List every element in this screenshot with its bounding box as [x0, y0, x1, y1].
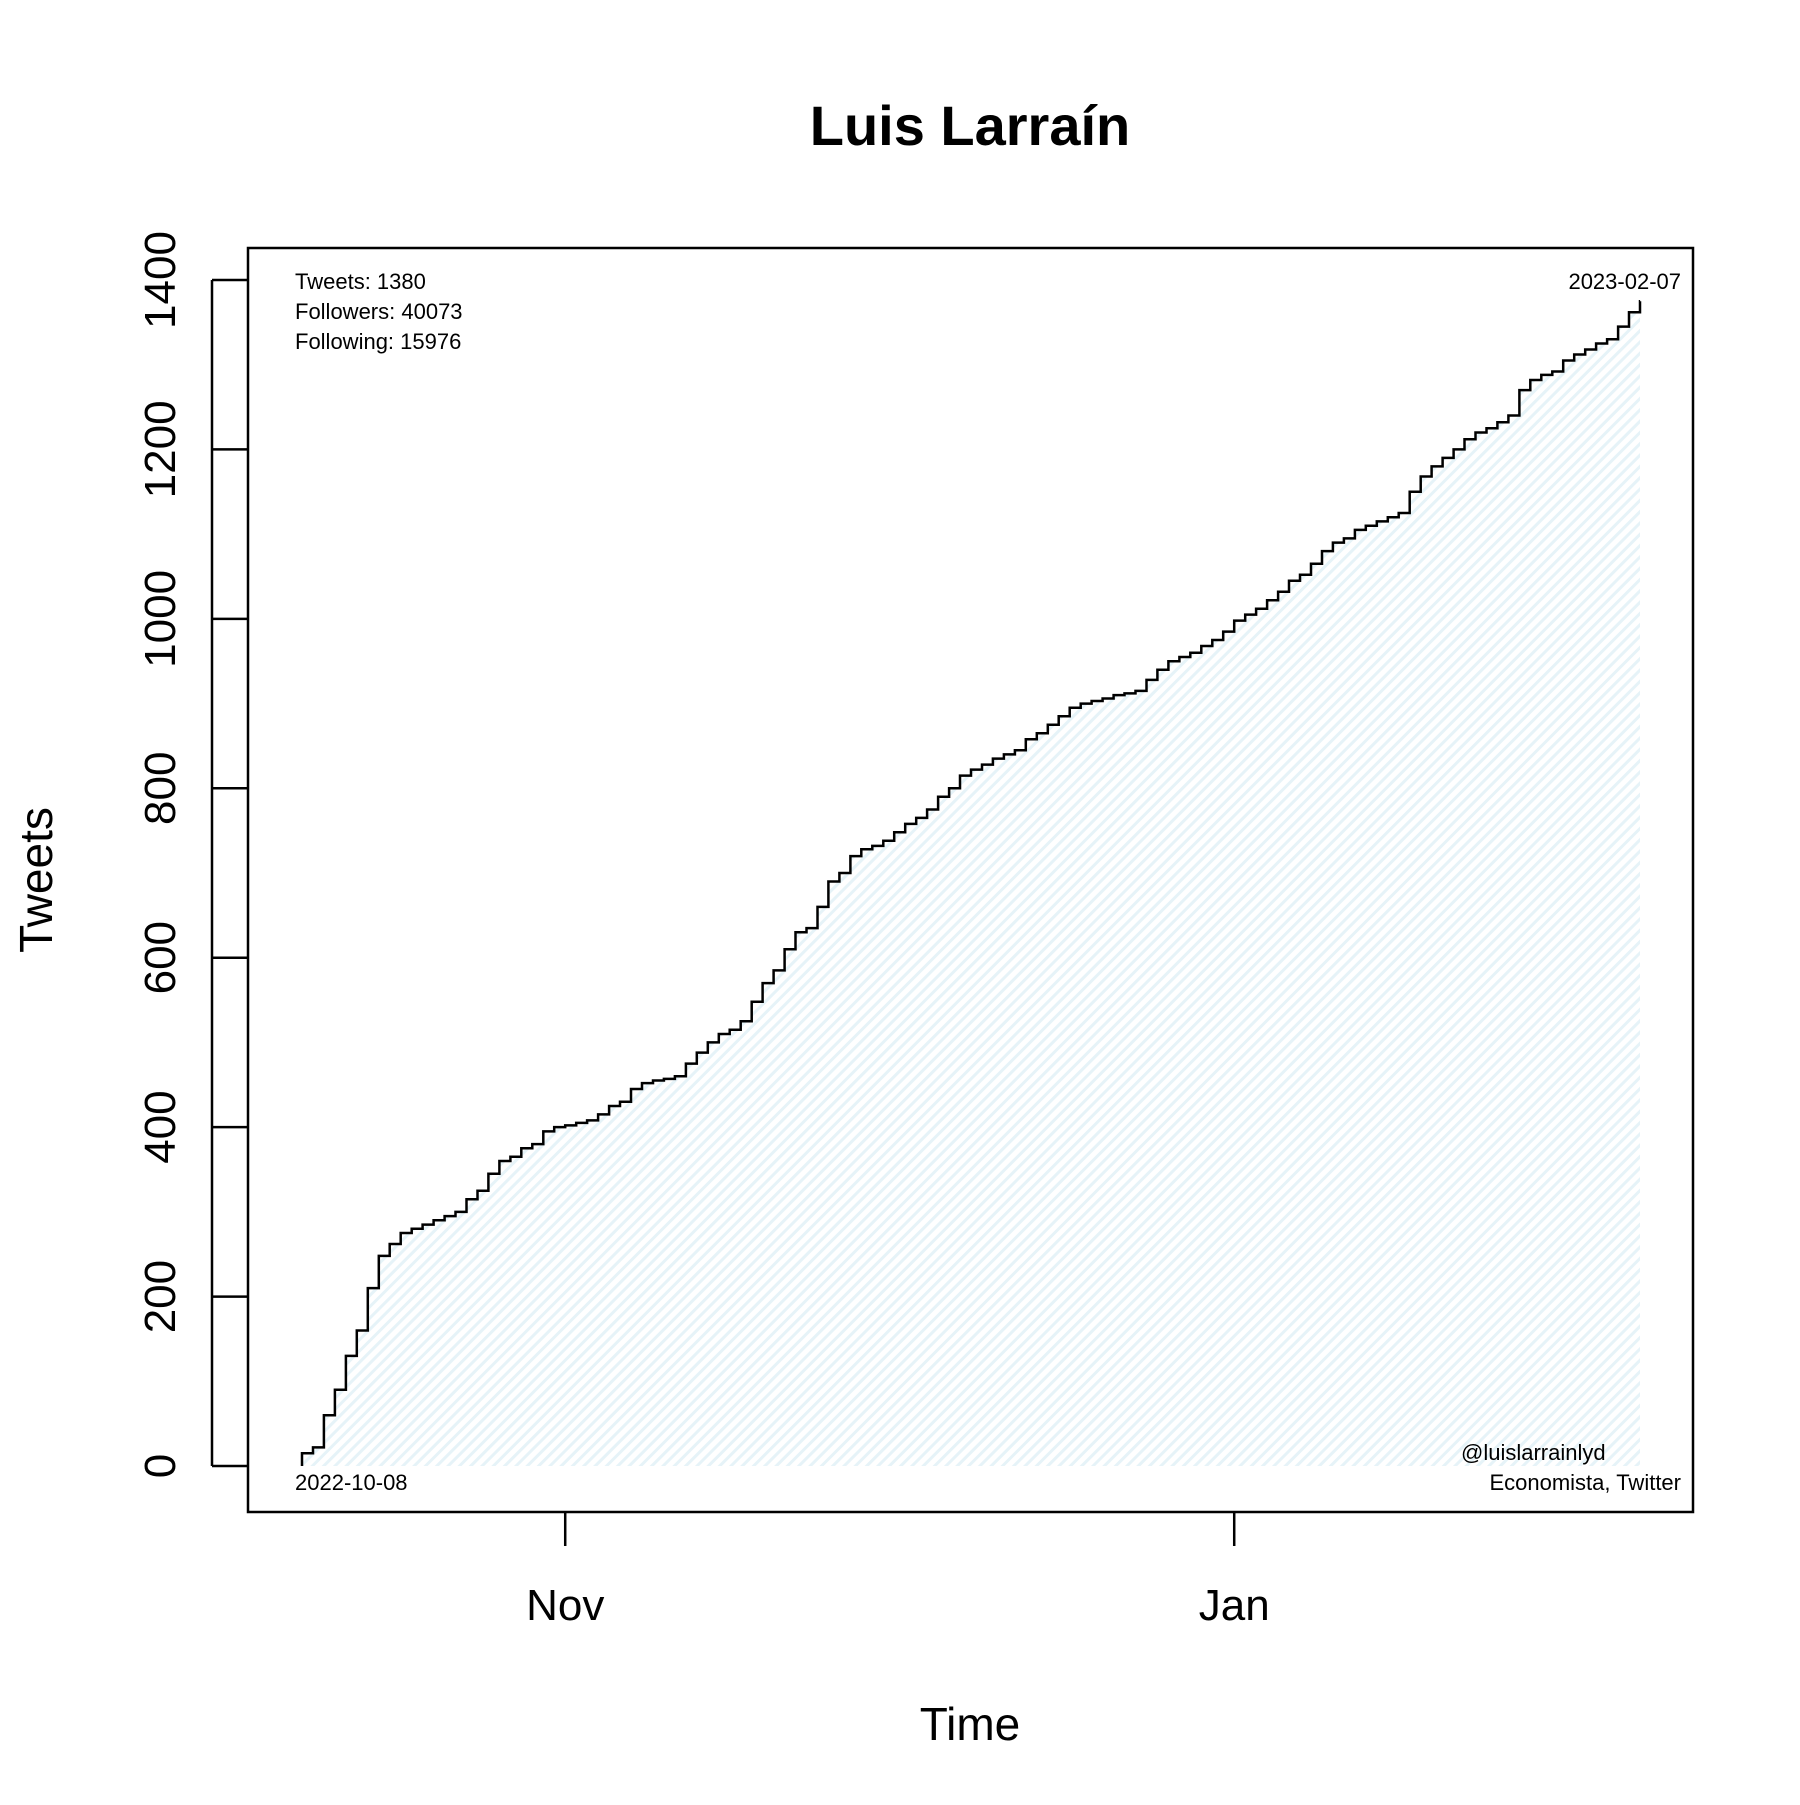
y-tick-label: 200 [136, 1260, 185, 1333]
x-tick-label: Jan [1199, 1581, 1270, 1630]
x-axis: Nov Jan [526, 1512, 1270, 1630]
followers-count-text: Followers: 40073 [295, 299, 463, 324]
x-axis-title: Time [920, 1698, 1021, 1750]
handle-text: @luislarrainlyd [1461, 1440, 1606, 1465]
y-tick-label: 400 [136, 1090, 185, 1163]
series-area-fill [302, 301, 1640, 1467]
y-tick-label: 0 [136, 1454, 185, 1478]
tweets-count-text: Tweets: 1380 [295, 269, 426, 294]
chart-title: Luis Larraín [810, 94, 1131, 157]
x-tick-label: Nov [526, 1581, 604, 1630]
y-tick-label: 1200 [136, 400, 185, 498]
start-date-text: 2022-10-08 [295, 1470, 408, 1495]
y-axis-title: Tweets [10, 807, 62, 953]
end-date-text: 2023-02-07 [1568, 269, 1681, 294]
plot-area [300, 299, 1642, 1467]
y-tick-label: 800 [136, 752, 185, 825]
description-text: Economista, Twitter [1489, 1470, 1681, 1495]
y-tick-label: 1000 [136, 570, 185, 668]
y-axis: 0 200 400 600 800 1000 1200 1400 [136, 231, 248, 1478]
plot-frame [246, 246, 1695, 1514]
following-count-text: Following: 15976 [295, 329, 461, 354]
series-step-line [300, 299, 1642, 1466]
y-tick-label: 1400 [136, 231, 185, 329]
y-tick-label: 600 [136, 921, 185, 994]
